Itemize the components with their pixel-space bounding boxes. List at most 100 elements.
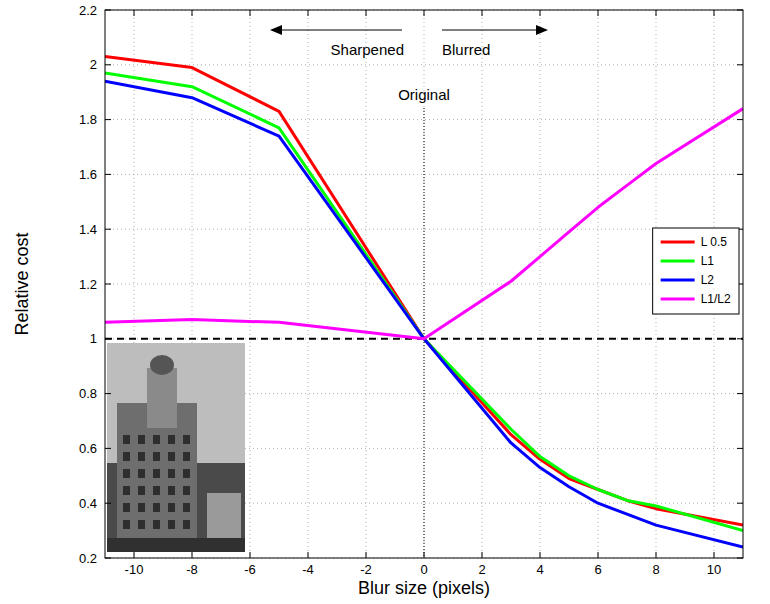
grid-line: [540, 10, 541, 558]
reference-vline: [424, 108, 425, 558]
x-tick-label: 4: [536, 562, 543, 577]
tick: [737, 558, 743, 559]
annotation: Original: [398, 86, 450, 103]
tick: [134, 552, 135, 558]
legend-label: L 0.5: [701, 235, 728, 249]
tick: [737, 393, 743, 394]
photo-window: [138, 486, 145, 495]
x-tick-label: -10: [125, 562, 144, 577]
legend-swatch: [661, 241, 695, 244]
tick: [737, 338, 743, 339]
tick: [482, 552, 483, 558]
series-line: [105, 73, 743, 531]
photo-window: [138, 452, 145, 461]
legend-label: L2: [701, 273, 715, 287]
y-tick-label: 1.8: [79, 112, 97, 127]
plot-area: [105, 10, 743, 558]
series-group: [105, 57, 743, 547]
photo-window: [168, 486, 175, 495]
photo-window: [153, 520, 160, 529]
photo-window: [123, 486, 130, 495]
tick: [366, 552, 367, 558]
tick: [105, 393, 111, 394]
photo-bg: [107, 343, 245, 552]
plot-frame: [105, 10, 743, 558]
photo-window: [153, 503, 160, 512]
photo-window: [138, 520, 145, 529]
photo-window: [168, 435, 175, 444]
photo-window: [168, 503, 175, 512]
y-tick-label: 1.2: [79, 277, 97, 292]
legend-swatch: [661, 279, 695, 282]
y-tick-label: 1.4: [79, 222, 97, 237]
photo-window: [123, 503, 130, 512]
y-tick-label: 1.6: [79, 167, 97, 182]
tick: [192, 10, 193, 16]
tick: [737, 10, 743, 11]
x-tick-label: 10: [707, 562, 721, 577]
tick: [308, 552, 309, 558]
tick: [737, 174, 743, 175]
y-tick-label: 0.4: [79, 496, 97, 511]
arrow-head: [536, 25, 548, 35]
annotation: Sharpened: [331, 41, 404, 58]
arrow: [442, 29, 544, 30]
chart: -10-8-6-4-202468100.20.40.60.811.21.41.6…: [0, 0, 770, 604]
grid-line: [105, 64, 743, 65]
tick: [105, 503, 111, 504]
photo-dome: [150, 355, 174, 375]
x-tick-label: -8: [186, 562, 198, 577]
tick: [366, 10, 367, 16]
photo-window: [183, 469, 190, 478]
x-tick-label: 6: [594, 562, 601, 577]
tick: [250, 552, 251, 558]
tick: [105, 174, 111, 175]
y-tick-label: 2: [90, 57, 97, 72]
grid-line: [308, 10, 309, 558]
y-axis-title: Relative cost: [12, 232, 32, 335]
tick: [308, 10, 309, 16]
tick: [540, 552, 541, 558]
x-tick-label: -4: [302, 562, 314, 577]
photo-window: [138, 469, 145, 478]
photo-window: [168, 469, 175, 478]
x-tick-label: -6: [244, 562, 256, 577]
grid-line: [105, 119, 743, 120]
tick: [134, 10, 135, 16]
y-tick-label: 1: [90, 331, 97, 346]
photo-street: [107, 538, 245, 552]
photo-window: [123, 469, 130, 478]
tick: [656, 552, 657, 558]
photo-window: [183, 503, 190, 512]
tick: [105, 10, 111, 11]
series-line: [105, 57, 743, 526]
x-axis-title: Blur size (pixels): [358, 578, 490, 598]
annotation: Blurred: [442, 41, 490, 58]
grid-line: [105, 284, 743, 285]
legend: L 0.5L1L2L1/L2: [653, 228, 739, 314]
tick: [737, 119, 743, 120]
photo-window: [183, 435, 190, 444]
tick: [598, 10, 599, 16]
inset-photo: [107, 343, 245, 552]
photo-window: [123, 452, 130, 461]
photo-window: [123, 435, 130, 444]
y-tick-label: 2.2: [79, 3, 97, 18]
tick: [737, 448, 743, 449]
series-line: [105, 109, 743, 339]
photo-window: [153, 486, 160, 495]
photo-window: [153, 435, 160, 444]
tick: [737, 503, 743, 504]
legend-swatch: [661, 260, 695, 263]
photo-window: [153, 469, 160, 478]
tick: [105, 284, 111, 285]
tick: [540, 10, 541, 16]
legend-box: [653, 228, 739, 314]
photo-window: [153, 452, 160, 461]
legend-label: L1/L2: [701, 292, 731, 306]
photo-window: [168, 452, 175, 461]
tick: [192, 552, 193, 558]
photo-window: [138, 503, 145, 512]
series-line: [105, 81, 743, 547]
photo-window: [183, 520, 190, 529]
